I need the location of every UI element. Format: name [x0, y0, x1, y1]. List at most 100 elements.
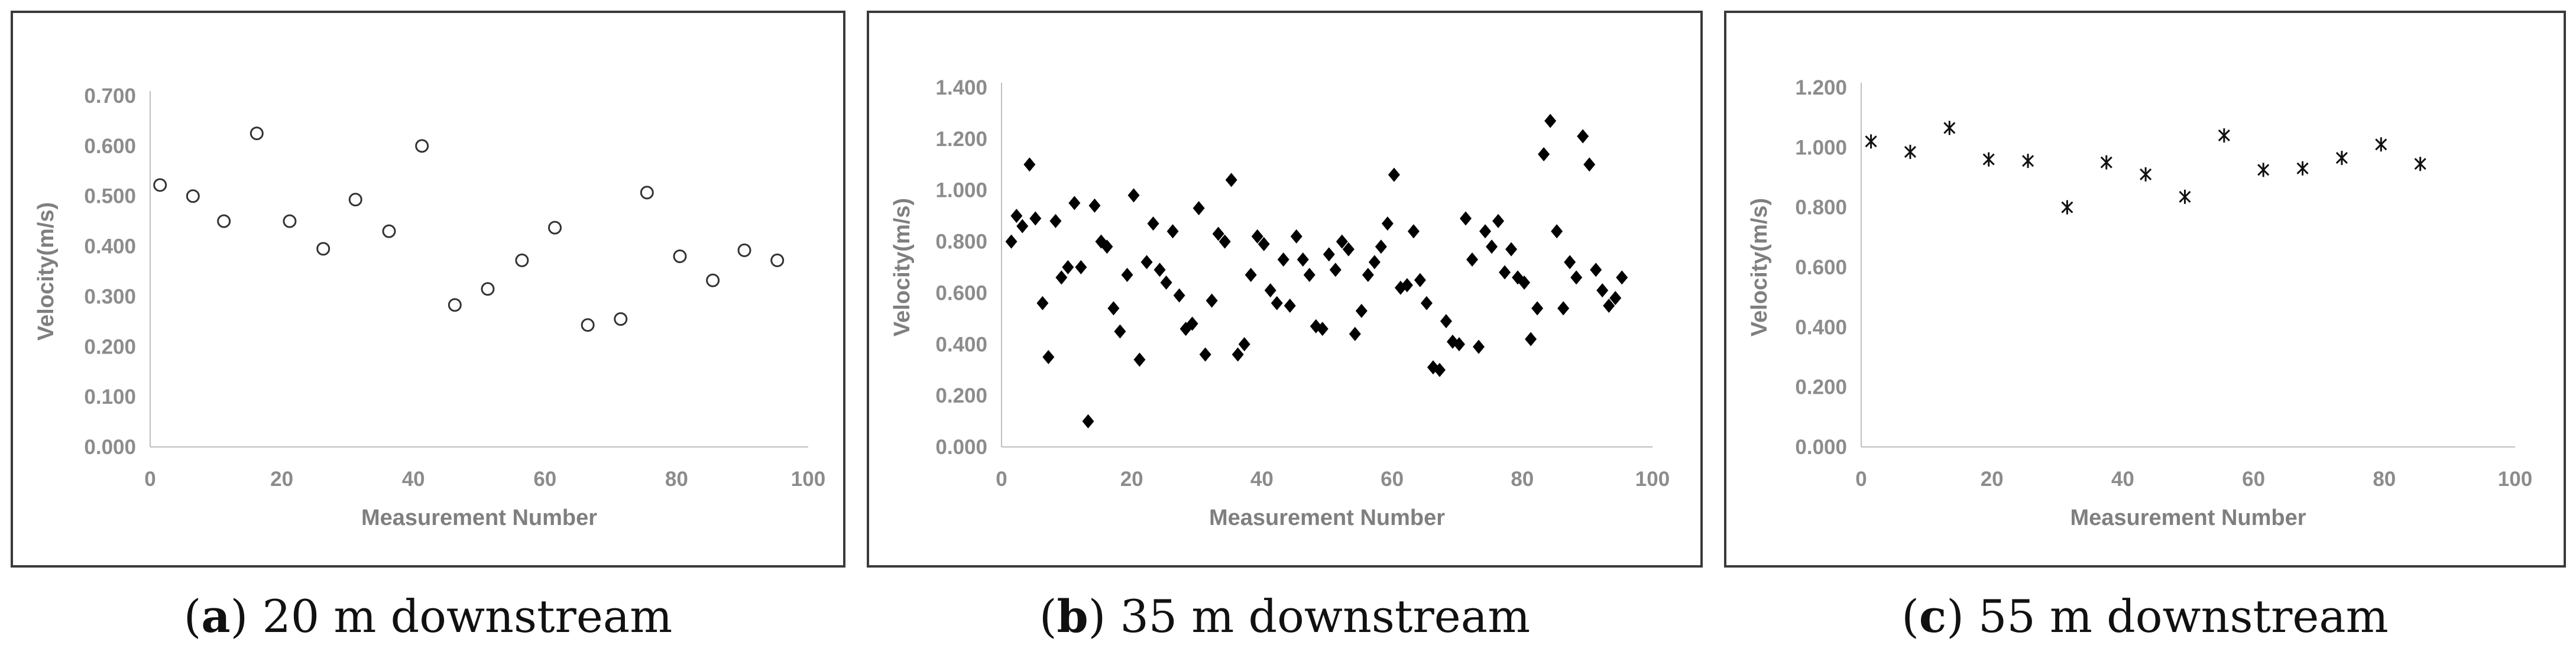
x-tick-label: 60 [2242, 468, 2265, 491]
data-point [1114, 324, 1126, 339]
data-point [1005, 234, 1018, 249]
x-tick-label: 0 [1855, 468, 1867, 491]
y-tick-label: 0.700 [84, 85, 136, 108]
data-point [1538, 147, 1550, 161]
data-point [1167, 224, 1179, 239]
data-point [547, 221, 562, 235]
data-point [1147, 216, 1159, 231]
data-point [1518, 275, 1531, 290]
data-point [1062, 260, 1074, 274]
data-point [1362, 268, 1374, 283]
data-point [1609, 291, 1622, 306]
caption-a-text: 20 m downstream [262, 590, 673, 643]
data-point [1531, 301, 1544, 316]
data-point [1323, 247, 1335, 262]
data-point [1349, 326, 1361, 341]
x-tick-label: 0 [144, 468, 155, 491]
data-point [770, 253, 785, 267]
data-point [1904, 144, 1917, 159]
data-point [1160, 275, 1172, 290]
y-tick-label: 0.500 [84, 185, 136, 208]
data-point [2061, 200, 2073, 215]
x-axis-title: Measurement Number [2070, 505, 2306, 530]
data-point [706, 273, 720, 287]
data-point [1010, 209, 1023, 223]
data-point [1225, 173, 1237, 187]
data-point [1297, 252, 1309, 267]
data-point [1329, 262, 1342, 277]
data-point [2335, 151, 2348, 166]
data-point [1460, 211, 1472, 226]
data-point [1277, 252, 1289, 267]
chart-panel-a: 0.000 0.100 0.200 0.300 0.400 0.500 0.600 0.700… [11, 11, 845, 568]
data-point [1199, 347, 1211, 362]
y-tick-label: 0.600 [84, 135, 136, 158]
x-axis-title: Measurement Number [1209, 505, 1445, 530]
caption-a: (a) 20 m downstream [183, 590, 673, 643]
data-point [1525, 332, 1537, 346]
data-point [1133, 352, 1146, 367]
data-point [1433, 362, 1446, 377]
x-tick-label: 0 [996, 468, 1007, 491]
data-point [1368, 255, 1381, 270]
x-tick-label: 100 [2498, 468, 2532, 491]
data-point [1055, 270, 1068, 285]
data-point [1603, 299, 1615, 313]
data-point [1551, 224, 1563, 239]
data-point [1492, 213, 1505, 228]
data-point [1029, 211, 1042, 226]
data-point [1616, 270, 1628, 285]
y-tick-label: 0.600 [935, 281, 987, 304]
data-point [1544, 114, 1557, 128]
data-point [1127, 188, 1140, 203]
data-point [737, 243, 751, 257]
data-point [614, 312, 628, 326]
data-point [1375, 239, 1387, 254]
data-point [250, 127, 264, 141]
data-point [2375, 137, 2387, 152]
data-point [415, 139, 429, 153]
data-point [1107, 301, 1120, 316]
caption-c: (c) 55 m downstream [1901, 590, 2389, 643]
data-point [1068, 196, 1081, 210]
data-point [448, 298, 462, 312]
data-point [1336, 234, 1348, 249]
data-point [1238, 337, 1250, 352]
data-point [1016, 219, 1029, 234]
x-axis-title: Measurement Number [361, 505, 597, 530]
data-point [1232, 347, 1244, 362]
x-tick-label: 80 [2373, 468, 2396, 491]
data-point [382, 224, 396, 238]
y-tick-label: 0.200 [84, 335, 136, 358]
y-tick-label: 0.200 [935, 384, 987, 407]
data-point [1466, 252, 1479, 267]
data-point [1075, 260, 1087, 274]
data-point [1499, 265, 1511, 280]
data-point [1414, 273, 1426, 287]
data-point [2021, 154, 2034, 168]
x-tick-label: 100 [1635, 468, 1670, 491]
chart-panel-c: 0.000 0.200 0.400 0.600 0.800 1.000 1.200 0 20 40… [1724, 11, 2566, 568]
data-point [481, 282, 495, 296]
caption-a-letter: a [201, 590, 231, 643]
chart-panel-b: 0.000 0.200 0.400 0.600 0.800 1.000 1.200 1.400… [867, 11, 1703, 568]
data-point [1245, 268, 1257, 283]
x-tick-label: 60 [1381, 468, 1404, 491]
caption-b: (b) 35 m downstream [1039, 590, 1531, 643]
y-tick-label: 1.400 [935, 76, 987, 99]
data-point [2140, 167, 2152, 181]
data-point [1407, 224, 1420, 239]
data-point [1173, 288, 1185, 303]
data-point [1251, 229, 1263, 244]
data-point [1271, 296, 1283, 310]
y-tick-label: 0.800 [1795, 196, 1847, 219]
data-point [283, 214, 297, 228]
data-point [153, 178, 167, 192]
data-point [1153, 262, 1166, 277]
data-point [1049, 213, 1062, 228]
data-point [515, 253, 529, 267]
data-point [1193, 201, 1205, 216]
data-point [2179, 189, 2191, 204]
data-point [1290, 229, 1302, 244]
data-point [186, 189, 200, 203]
